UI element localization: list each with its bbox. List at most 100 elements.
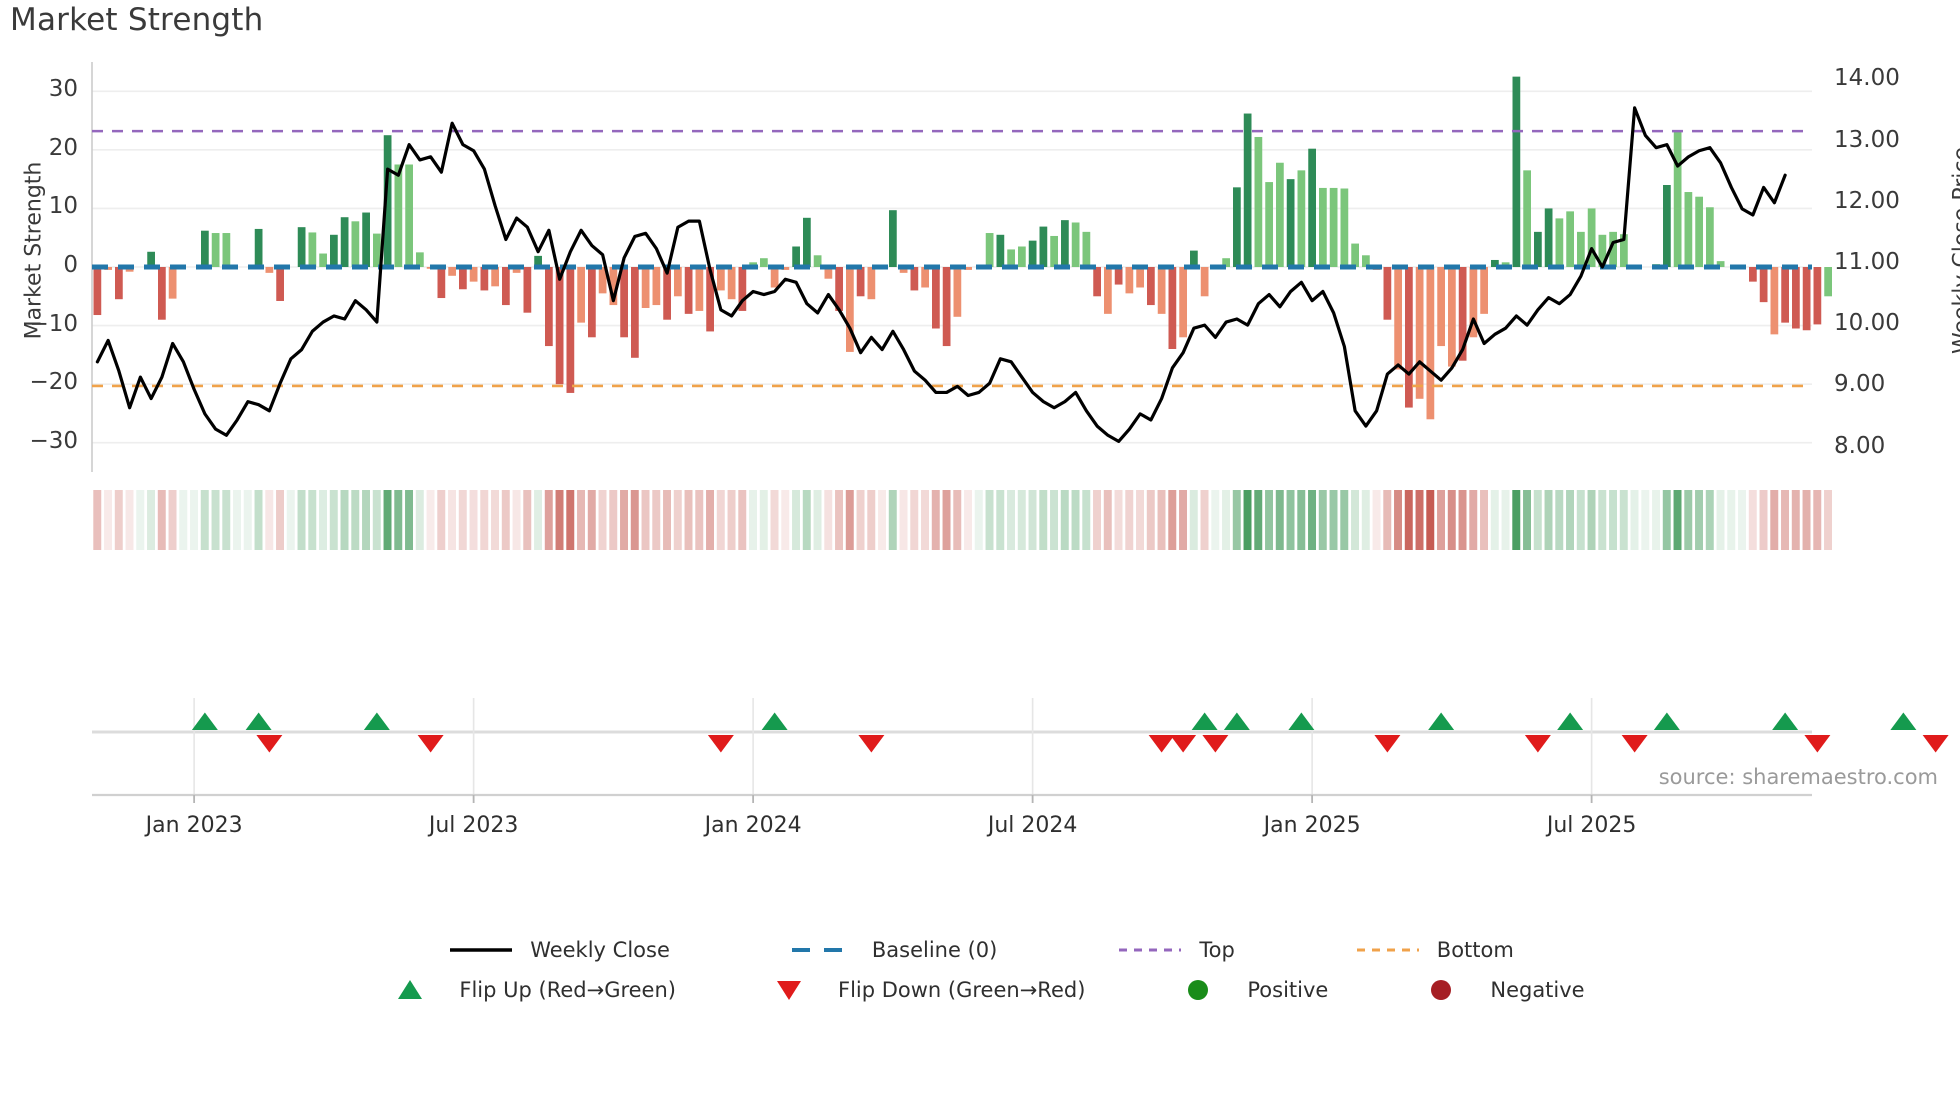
strength-bar	[921, 267, 929, 288]
heatmap-cell	[480, 490, 489, 550]
heatmap-cell	[974, 490, 983, 550]
heatmap-cell	[738, 490, 747, 550]
strength-bar	[1663, 185, 1671, 267]
strength-bar	[211, 233, 220, 267]
strength-bar	[1695, 196, 1703, 267]
flip-down-marker	[707, 735, 734, 753]
heatmap-cell	[652, 490, 661, 550]
heatmap-cell	[1383, 490, 1392, 550]
heatmap-cell	[845, 490, 854, 550]
legend-swatch	[446, 939, 516, 961]
strength-bar	[1673, 131, 1682, 267]
circle-icon	[1431, 980, 1452, 1000]
heatmap-cell	[1566, 490, 1574, 550]
heatmap-cell	[383, 490, 392, 550]
heatmap-cell	[104, 490, 112, 550]
legend-item[interactable]: Baseline (0)	[788, 938, 997, 962]
y-tick-left: −20	[29, 369, 78, 396]
legend-label: Positive	[1247, 978, 1329, 1002]
heatmap-cell	[1415, 490, 1424, 550]
strength-bar	[459, 267, 467, 290]
heatmap-cell	[254, 490, 263, 550]
heatmap-cell	[222, 490, 231, 550]
legend-item[interactable]: Flip Down (Green→Red)	[754, 978, 1085, 1002]
strength-bar	[910, 267, 919, 291]
legend-item[interactable]: Bottom	[1353, 938, 1514, 962]
strength-bar	[437, 267, 446, 299]
strength-bar	[1254, 136, 1263, 267]
legend-item[interactable]: Flip Up (Red→Green)	[375, 978, 676, 1002]
strength-bar	[1018, 246, 1026, 267]
heatmap-cell	[319, 490, 327, 550]
heatmap-cell	[147, 490, 155, 550]
strength-bar	[534, 255, 542, 267]
legend-row-1: Weekly Close Baseline (0) Top Bottom	[0, 930, 1960, 970]
x-tick: Jul 2025	[1546, 813, 1637, 838]
flip-down-marker	[1202, 735, 1229, 753]
heatmap-cell	[1093, 490, 1101, 550]
heatmap-cell	[1211, 490, 1220, 550]
legend-item[interactable]: Positive	[1163, 978, 1328, 1002]
heatmap-cell	[1673, 490, 1682, 550]
heatmap-cell	[372, 490, 381, 550]
strength-bar	[1233, 187, 1241, 267]
heatmap-cell	[297, 490, 306, 550]
x-tick: Jan 2024	[704, 813, 802, 838]
heatmap-cell	[1770, 490, 1779, 550]
legend-item[interactable]: Negative	[1406, 978, 1585, 1002]
strength-bar	[1104, 267, 1112, 314]
legend-swatch	[1353, 939, 1423, 961]
heatmap-cell	[351, 490, 360, 550]
heatmap-cell	[211, 490, 220, 550]
heatmap-cell	[1372, 490, 1381, 550]
weekly-close-line	[95, 106, 1787, 443]
heatmap-cell	[1125, 490, 1134, 550]
heatmap-cell	[770, 490, 779, 550]
heatmap-cell	[1039, 490, 1048, 550]
heatmap-cell	[1447, 490, 1456, 550]
source-caption: source: sharemaestro.com	[1658, 765, 1938, 789]
heatmap-cell	[1297, 490, 1306, 550]
x-tick: Jan 2023	[145, 813, 243, 838]
strength-bar	[942, 267, 951, 347]
strength-bar	[351, 221, 360, 267]
strength-bar	[717, 267, 725, 291]
heatmap-cell	[910, 490, 919, 550]
strength-bar	[835, 267, 843, 311]
heatmap-cell	[1200, 490, 1209, 550]
legend-row-2: Flip Up (Red→Green) Flip Down (Green→Red)…	[0, 970, 1960, 1010]
heatmap-cell	[1748, 490, 1757, 550]
strength-bar	[738, 267, 747, 311]
strength-bar	[899, 267, 908, 273]
heatmap-cell	[759, 490, 768, 550]
strength-bar	[889, 210, 897, 267]
strength-bar	[222, 233, 231, 267]
legend-item[interactable]: Top	[1115, 938, 1235, 962]
heatmap-cell	[394, 490, 403, 550]
heatmap-cell	[340, 490, 349, 550]
strength-bar	[1061, 220, 1069, 267]
y-tick-right: 14.00	[1834, 65, 1900, 92]
heatmap-cell	[1082, 490, 1091, 550]
heatmap-cell	[942, 490, 951, 550]
strength-bar	[824, 267, 833, 279]
strength-bar	[1351, 243, 1359, 267]
heatmap-cell	[1458, 490, 1467, 550]
heatmap-cell	[1275, 490, 1284, 550]
y-tick-left: 10	[48, 193, 78, 220]
heatmap-cell	[1103, 490, 1112, 550]
flip-down-marker	[1804, 735, 1831, 753]
heatmap-cell	[684, 490, 693, 550]
y-tick-left: −10	[29, 310, 78, 337]
heatmap-cell	[835, 490, 843, 550]
chart-legend: Weekly Close Baseline (0) Top Bottom Flip U…	[0, 930, 1960, 1010]
strength-bar	[1458, 267, 1467, 361]
strength-bar	[1544, 208, 1553, 267]
legend-item[interactable]: Weekly Close	[446, 938, 670, 962]
strength-bar	[330, 234, 338, 267]
heatmap-cell	[93, 490, 102, 550]
heatmap-cell	[996, 490, 1005, 550]
heatmap-cell	[792, 490, 800, 550]
strength-bar	[1168, 267, 1177, 349]
strength-bar	[1383, 267, 1392, 320]
